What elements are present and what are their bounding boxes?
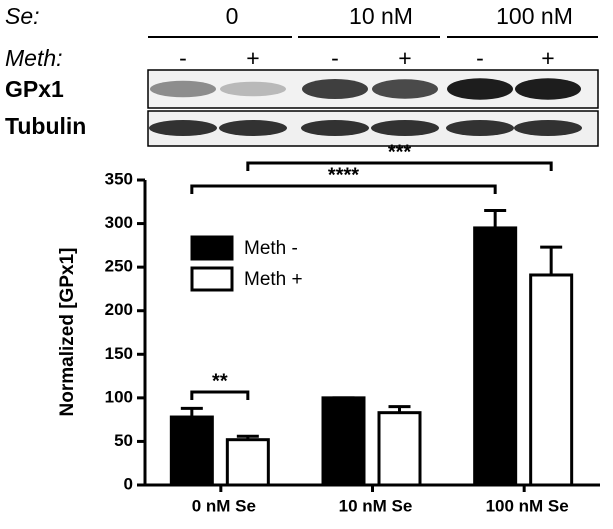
meth-level: + [398,45,411,71]
se-level: 100 nM [496,3,573,29]
row-label: GPx1 [5,76,64,102]
band [301,120,369,136]
legend-label: Meth + [244,269,303,290]
legend-swatch [190,235,234,261]
band [371,120,439,136]
annotation: **** [328,164,359,186]
bar [473,226,518,487]
y-tick-label: 100 [105,387,133,406]
y-tick-label: 250 [105,257,133,276]
se-level: 0 [226,3,239,29]
annotation: ** [212,370,228,392]
band [446,120,514,136]
x-tick-label: 0 nM Se [192,496,256,515]
band [447,78,513,100]
annotation: *** [388,141,412,163]
bar [321,396,366,487]
meth-level: + [246,45,259,71]
band [150,80,216,98]
meth-level: - [331,45,339,71]
legend-swatch [190,266,234,292]
band [372,79,438,99]
band [219,120,287,136]
row-label: Tubulin [5,113,86,139]
meth-level: - [476,45,484,71]
y-tick-label: 300 [105,213,133,232]
y-tick-label: 50 [114,431,133,450]
y-tick-label: 350 [105,169,133,188]
bracket [246,161,553,171]
bar [225,438,270,487]
se-label: Se: [5,3,40,29]
band [515,78,581,100]
legend-label: Meth - [244,238,298,259]
bracket [190,390,250,400]
meth-level: - [179,45,187,71]
bar [377,411,422,487]
y-tick-label: 150 [105,344,133,363]
meth-level: + [541,45,554,71]
band [302,79,368,99]
band [514,120,582,136]
se-level: 10 nM [349,3,413,29]
bracket [190,184,497,194]
y-tick-label: 200 [105,300,133,319]
bar [529,273,574,487]
band [149,120,217,136]
y-tick-label: 0 [124,474,133,493]
y-axis-label: Normalized [GPx1] [57,248,78,417]
meth-label: Meth: [5,45,63,71]
x-tick-label: 10 nM Se [339,496,413,515]
x-tick-label: 100 nM Se [486,496,569,515]
bar [169,415,214,487]
band [220,81,286,97]
